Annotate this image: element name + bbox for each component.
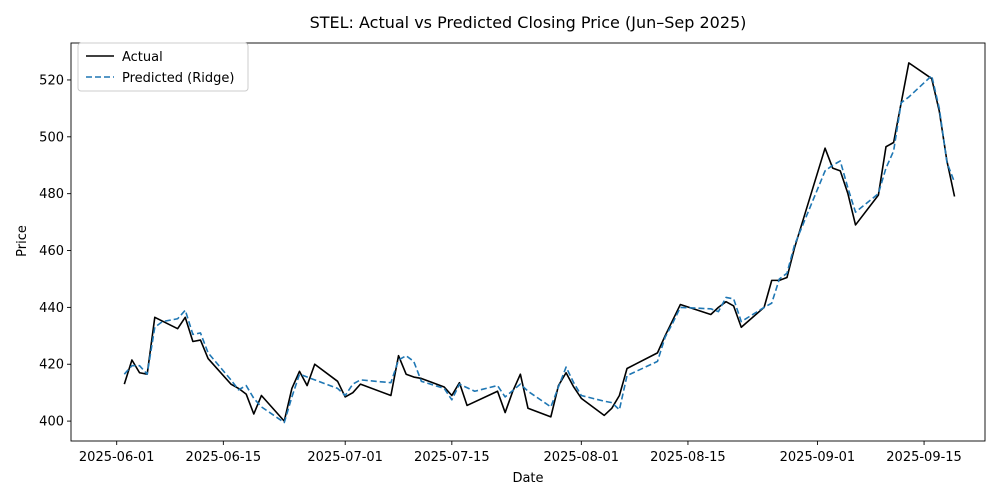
x-tick-label: 2025-06-15	[186, 450, 262, 465]
legend-label-actual: Actual	[122, 50, 163, 65]
axes-frame	[70, 42, 986, 442]
y-tick-label: 500	[39, 130, 64, 145]
legend-label-predicted: Predicted (Ridge)	[122, 71, 234, 86]
y-tick-label: 520	[39, 73, 64, 88]
x-tick-label: 2025-08-01	[544, 450, 620, 465]
x-tick-label: 2025-07-01	[307, 450, 383, 465]
y-tick-label: 420	[39, 358, 64, 373]
series-line-actual	[123, 62, 956, 422]
y-tick-label: 440	[39, 301, 64, 316]
x-tick-label: 2025-09-01	[780, 450, 856, 465]
x-tick-label: 2025-07-15	[414, 450, 490, 465]
y-tick-label: 400	[39, 415, 64, 430]
y-tick-label: 480	[39, 187, 64, 202]
x-tick-label: 2025-06-01	[79, 450, 155, 465]
y-tick-label: 460	[39, 244, 64, 259]
series-line-predicted	[123, 74, 956, 424]
plot-area: 2025-06-01 2025-06-15 2025-07-01 2025-07-15…	[39, 42, 986, 465]
x-tick-label: 2025-09-15	[886, 450, 962, 465]
x-tick-label: 2025-08-15	[650, 450, 726, 465]
chart-title: STEL: Actual vs Predicted Closing Price …	[310, 13, 747, 32]
x-axis-label: Date	[512, 471, 543, 486]
legend-box	[77, 42, 249, 92]
legend: Actual Predicted (Ridge)	[77, 42, 249, 92]
y-axis-label: Price	[15, 225, 30, 257]
